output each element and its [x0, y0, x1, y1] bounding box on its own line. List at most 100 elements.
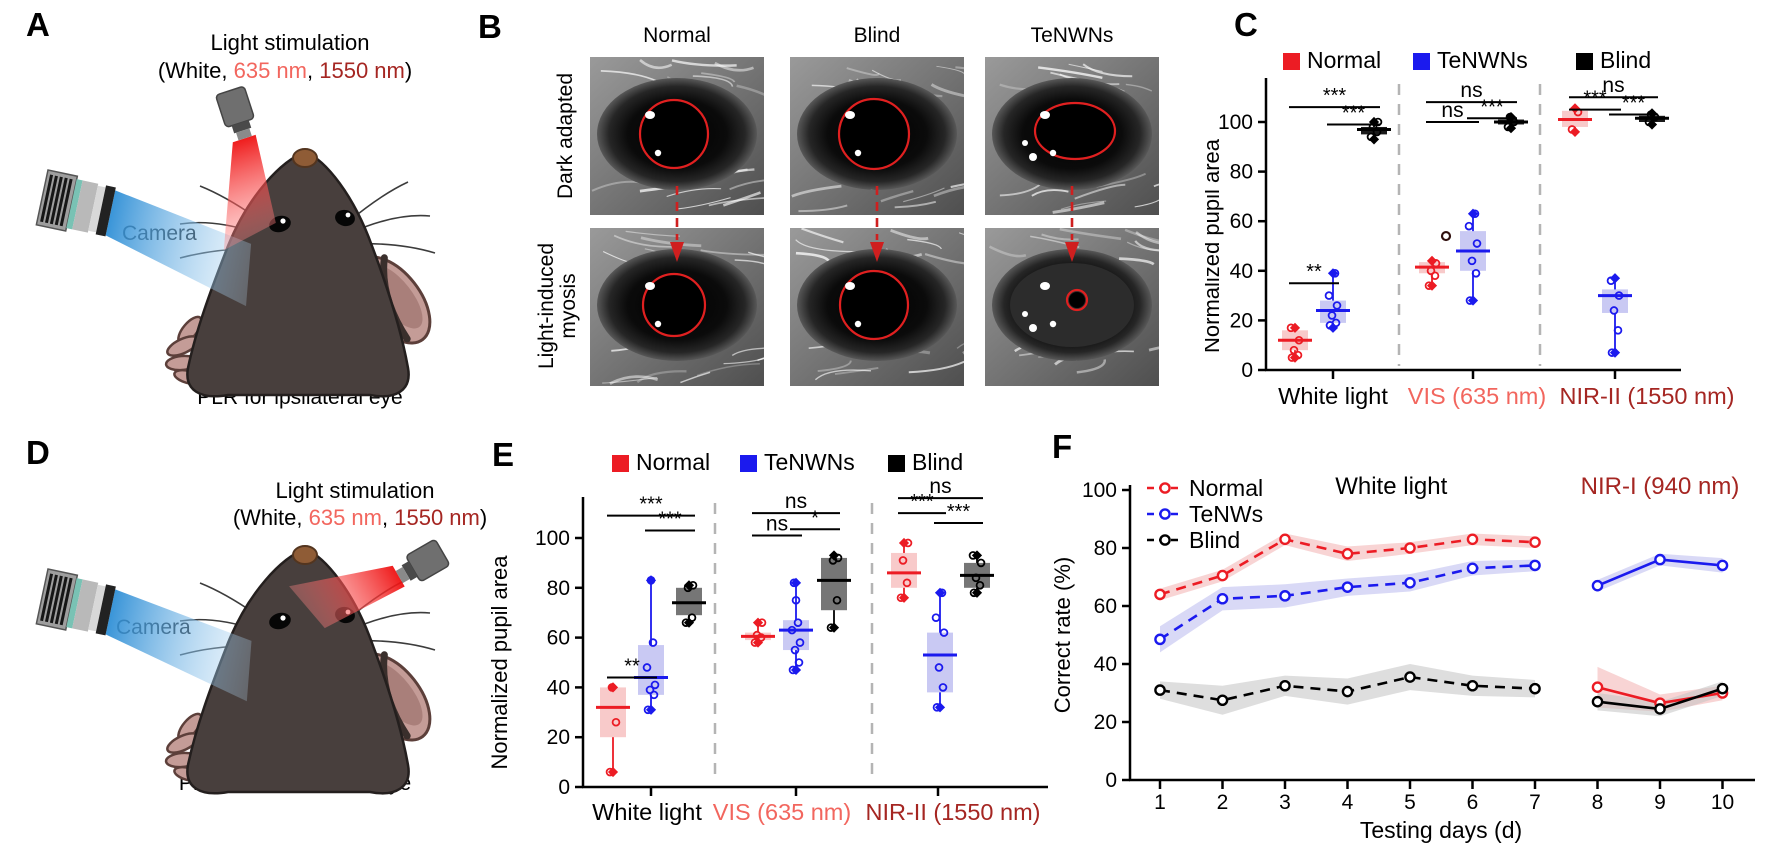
data-point	[1505, 112, 1515, 122]
data-point	[794, 658, 804, 667]
data-point	[1606, 276, 1616, 286]
x-category-label: VIS (635 nm)	[713, 799, 851, 825]
data-point	[1609, 306, 1619, 315]
pupil-area-boxplot-ipsilateral: 0 20 40 60 80 100 Normalized pupil area White l…	[1205, 47, 1735, 409]
camera-icon	[35, 568, 252, 702]
significance-label: *	[811, 507, 819, 529]
significance-label: ***	[658, 509, 682, 531]
y-tick-label: 80	[1230, 161, 1253, 184]
panel-b-col-tenwns: TeNWNs	[1030, 24, 1114, 47]
data-point-TeNWs	[1654, 553, 1666, 566]
legend-label: TeNWNs	[764, 449, 855, 475]
x-tick-label: 7	[1529, 791, 1541, 814]
fur-streak	[1059, 228, 1122, 241]
data-point-Normal	[1591, 681, 1604, 694]
subtitle-part: ,	[382, 505, 395, 530]
panel-b-col-blind: Blind	[853, 24, 901, 47]
data-point	[790, 645, 800, 655]
significance-label: ***	[639, 494, 663, 516]
mouse-diagram-contralateral	[35, 539, 450, 795]
data-point	[1465, 296, 1475, 305]
data-point	[649, 690, 659, 700]
specular-highlight	[1022, 140, 1028, 146]
panel-d-label: D	[26, 434, 50, 471]
data-point	[787, 625, 797, 635]
data-point	[931, 613, 941, 622]
data-point	[795, 638, 805, 647]
data-point-Normal	[1404, 542, 1416, 554]
significance-label: ns	[929, 475, 951, 498]
pupil-area-boxplot-contralateral: 0 20 40 60 80 100 Normalized pupil area White l…	[487, 449, 1048, 825]
fur-streak	[955, 66, 964, 70]
fur-streak	[729, 179, 764, 191]
subtitle-part: ,	[307, 58, 320, 83]
mouse-diagram-ipsilateral	[35, 86, 436, 398]
box-TeNWNs	[779, 577, 813, 676]
data-point	[1424, 281, 1434, 290]
error-band-Blind	[1597, 681, 1723, 717]
data-point-Normal	[1279, 533, 1291, 546]
correct-rate-line-chart: 0 20 40 60 80 100 1 2 3 4 5 6 7 8 9 10 Testing days (d) C…	[1050, 473, 1755, 843]
data-point	[650, 680, 660, 690]
data-point	[793, 618, 803, 627]
data-point	[1607, 348, 1617, 357]
x-tick-label: 10	[1711, 791, 1734, 814]
data-point	[1614, 291, 1624, 300]
data-point-Blind	[1466, 679, 1479, 692]
data-point	[1327, 311, 1337, 320]
fur-streak	[817, 360, 852, 373]
fur-streak	[814, 369, 872, 381]
legend-label: TeNWs	[1189, 501, 1263, 527]
specular-highlight	[1040, 111, 1050, 119]
specular-highlight	[1040, 282, 1050, 290]
data-point	[1472, 239, 1482, 248]
data-point	[752, 630, 762, 640]
specular-highlight	[1049, 149, 1057, 157]
constriction-arrowhead	[1065, 242, 1079, 262]
specular-highlight	[854, 149, 862, 157]
error-band-TeNWs	[1160, 559, 1535, 653]
mouse-nose	[292, 148, 318, 168]
data-point-TeNWs	[1404, 576, 1416, 589]
fur-streak	[666, 188, 722, 197]
fur-streak	[871, 69, 901, 81]
subtitle-part: )	[404, 58, 413, 83]
data-point-Blind	[1716, 682, 1729, 695]
subtitle-part: 1550 nm	[394, 505, 480, 530]
data-point-TeNWs	[1154, 633, 1166, 646]
data-point	[975, 581, 985, 590]
fur-streak	[798, 204, 848, 213]
data-point	[1644, 117, 1654, 127]
data-point-TeNWs	[1591, 579, 1604, 592]
data-point-Blind	[1591, 695, 1604, 708]
panel-e-label: E	[492, 436, 515, 473]
significance-label: ***	[910, 491, 934, 513]
legend-marker	[1159, 482, 1171, 494]
data-point	[1330, 268, 1340, 278]
x-tick-label: 4	[1342, 791, 1354, 814]
data-point	[611, 717, 621, 727]
fur-streak	[1068, 63, 1103, 72]
panel-d-subtitle: (White, 635 nm, 1550 nm)	[195, 505, 525, 531]
significance-label: ***	[1622, 93, 1646, 115]
fur-streak	[880, 189, 914, 203]
fur-streak	[734, 259, 764, 265]
whisker-cap	[1609, 273, 1621, 284]
data-point-Blind	[1216, 694, 1229, 707]
fur-streak	[936, 65, 964, 76]
data-point	[1567, 125, 1577, 134]
significance-label: ns	[1441, 99, 1463, 122]
data-point	[932, 703, 942, 712]
data-point	[1431, 259, 1441, 268]
data-point	[642, 663, 652, 672]
fur-streak	[1134, 240, 1159, 252]
specular-highlight	[645, 282, 655, 290]
legend-marker	[1159, 534, 1171, 546]
data-point	[646, 576, 656, 585]
data-point	[969, 588, 979, 598]
data-point	[1289, 345, 1299, 355]
y-tick-label: 20	[547, 726, 570, 749]
fur-streak	[890, 228, 929, 241]
box-Normal	[1558, 103, 1592, 138]
specular-highlight	[654, 149, 662, 157]
